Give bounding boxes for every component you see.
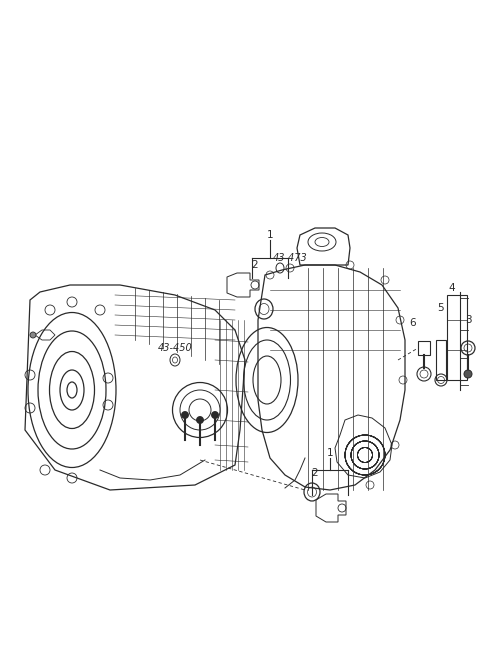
Bar xyxy=(436,340,446,380)
Text: 5: 5 xyxy=(438,303,444,313)
Text: 6: 6 xyxy=(410,318,416,328)
Ellipse shape xyxy=(181,411,189,419)
Text: 43-450: 43-450 xyxy=(157,343,192,353)
Text: 43-473: 43-473 xyxy=(273,253,307,263)
Bar xyxy=(447,295,467,380)
Bar xyxy=(418,341,430,355)
Text: 4: 4 xyxy=(449,283,456,293)
Text: 2: 2 xyxy=(252,260,258,270)
Text: 1: 1 xyxy=(327,448,333,458)
Ellipse shape xyxy=(464,370,472,378)
Ellipse shape xyxy=(212,411,218,419)
Text: 1: 1 xyxy=(267,230,273,240)
Text: 2: 2 xyxy=(312,468,318,478)
Ellipse shape xyxy=(196,417,204,424)
Text: 3: 3 xyxy=(465,315,471,325)
Ellipse shape xyxy=(30,332,36,338)
